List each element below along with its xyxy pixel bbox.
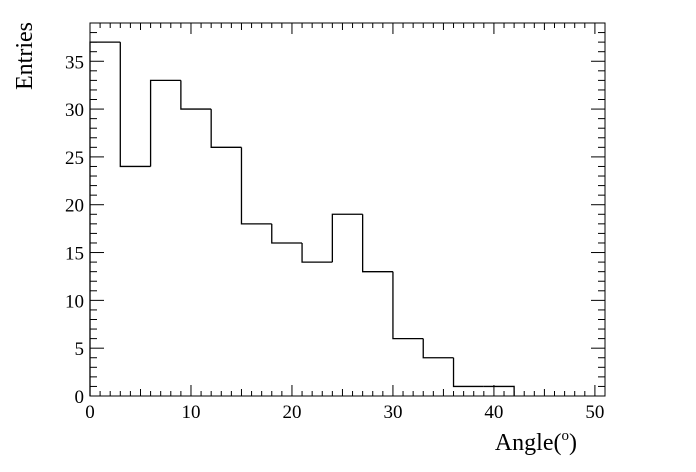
histogram-bins bbox=[89, 41, 515, 396]
y-tick-label: 30 bbox=[65, 100, 84, 121]
x-tick-labels: 0 10 20 30 40 50 bbox=[85, 402, 604, 423]
histogram-bin bbox=[271, 223, 303, 244]
x-tick-label: 30 bbox=[383, 402, 402, 423]
x-axis-title-suffix: ) bbox=[569, 430, 577, 456]
y-tick-label: 35 bbox=[65, 52, 84, 73]
histogram-bin bbox=[422, 338, 454, 359]
histogram-bin bbox=[452, 357, 484, 388]
x-axis-ticks bbox=[89, 23, 606, 396]
y-axis-title: Entries bbox=[12, 22, 38, 90]
y-tick-label: 20 bbox=[65, 196, 84, 217]
x-tick-label: 10 bbox=[181, 402, 200, 423]
plot-frame bbox=[89, 22, 606, 397]
x-tick-label: 0 bbox=[85, 402, 95, 423]
x-tick-label: 40 bbox=[484, 402, 503, 423]
y-tick-label: 0 bbox=[75, 387, 85, 408]
y-tick-labels: 0 5 10 15 20 25 30 35 bbox=[65, 52, 84, 408]
y-tick-label: 25 bbox=[65, 148, 84, 169]
histogram-bin bbox=[301, 242, 333, 263]
x-axis-title: Angle(o) bbox=[495, 428, 577, 456]
histogram-bin bbox=[361, 214, 393, 273]
histogram-bin bbox=[210, 109, 242, 148]
histogram-bin bbox=[392, 271, 424, 340]
x-axis-title-superscript: o bbox=[562, 428, 570, 444]
y-axis-ticks bbox=[90, 22, 605, 397]
y-tick-label: 15 bbox=[65, 244, 84, 265]
x-tick-label: 20 bbox=[282, 402, 301, 423]
histogram-bin bbox=[119, 42, 151, 168]
histogram-bin bbox=[180, 80, 212, 110]
y-tick-label: 10 bbox=[65, 291, 84, 312]
histogram-bin bbox=[240, 147, 272, 225]
histogram-bin bbox=[89, 41, 121, 396]
histogram-bin bbox=[331, 213, 363, 263]
y-tick-label: 5 bbox=[75, 339, 85, 360]
histogram-bin bbox=[483, 385, 515, 396]
histogram-bin bbox=[149, 79, 181, 167]
x-tick-label: 50 bbox=[585, 402, 604, 423]
